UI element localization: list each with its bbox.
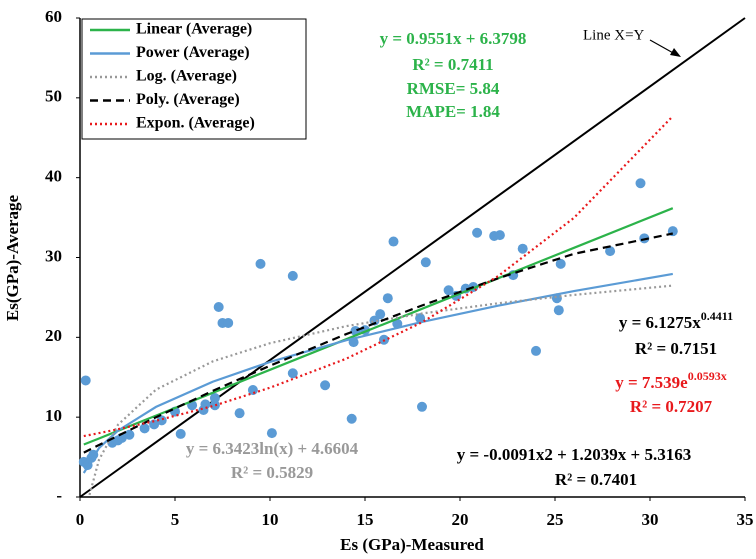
data-point: [417, 401, 427, 412]
x-tick-label: 35: [737, 510, 754, 529]
identity-line: [79, 17, 746, 498]
annotation: MAPE= 1.84: [406, 102, 500, 121]
annotation-text: R² = 0.7401: [555, 470, 637, 489]
annotation-text: R² = 0.5829: [231, 463, 313, 482]
trendline: [83, 207, 674, 446]
data-point: [494, 230, 505, 241]
y-axis-title: Es(GPa)-Average: [3, 194, 22, 321]
data-point: [149, 419, 160, 430]
data-point: [555, 258, 566, 269]
annotation-text: R² = 0.7411: [412, 55, 493, 74]
data-point: [247, 385, 258, 396]
annotation: y = 0.9551x + 6.3798: [380, 29, 527, 48]
trendline: [83, 232, 674, 454]
y-tick-label: 40: [45, 167, 62, 186]
annotation-text: R² = 0.7207: [630, 397, 713, 416]
data-point: [375, 309, 386, 320]
annotation-text: y = 6.3423ln(x) + 4.6604: [186, 439, 359, 458]
legend-label: Log. (Average): [136, 68, 237, 85]
trendline: [88, 284, 673, 496]
annotation-text: y = 0.9551x + 6.3798: [380, 29, 527, 48]
data-point: [124, 429, 135, 440]
data-point: [531, 345, 541, 356]
data-point: [213, 301, 224, 312]
legend-label: Poly. (Average): [136, 91, 240, 108]
x-tick-label: 10: [262, 510, 279, 529]
data-point: [234, 408, 245, 419]
identity-label: Line X=Y: [583, 27, 645, 43]
legend-label: Power (Average): [136, 44, 250, 61]
annotation: y = 6.3423ln(x) + 4.6604: [186, 439, 359, 458]
annotation: y = 6.1275x0.4411: [619, 309, 733, 332]
annotation-text: R² = 0.7151: [635, 339, 717, 358]
y-tick-label: -: [56, 486, 62, 505]
x-tick-label: 20: [452, 510, 469, 529]
annotation-superscript: 0.0593x: [688, 369, 727, 383]
annotation: R² = 0.7411: [412, 55, 493, 74]
data-point: [255, 258, 266, 269]
data-point: [346, 413, 357, 424]
data-point: [139, 423, 150, 434]
annotation-text: y = 6.1275x: [619, 313, 701, 332]
identity-arrow: [649, 39, 676, 55]
data-point: [388, 236, 399, 247]
y-tick-label: 10: [45, 406, 62, 425]
y-tick-label: 20: [45, 326, 62, 345]
trendline: [82, 272, 673, 474]
annotation-text: RMSE= 5.84: [407, 79, 500, 98]
trendline: [83, 115, 674, 438]
annotation-superscript: 0.4411: [701, 309, 733, 323]
data-point: [420, 257, 431, 268]
data-point: [209, 400, 220, 411]
data-point: [320, 380, 331, 391]
annotation: R² = 0.5829: [231, 463, 313, 482]
annotation: y = -0.0091x2 + 1.2039x + 5.3163: [457, 445, 691, 464]
data-point: [223, 317, 234, 328]
x-tick-label: 15: [357, 510, 374, 529]
x-tick-label: 25: [547, 510, 564, 529]
x-tick-label: 30: [642, 510, 659, 529]
annotation-text: y = -0.0091x2 + 1.2039x + 5.3163: [457, 445, 691, 464]
y-tick-label: 30: [45, 246, 62, 265]
data-point: [209, 393, 220, 404]
x-axis-title: Es (GPa)-Measured: [340, 535, 484, 554]
data-point: [175, 428, 186, 439]
identity-arrowhead: [670, 48, 681, 57]
data-point: [287, 368, 298, 379]
legend-label: Linear (Average): [136, 21, 252, 38]
data-point: [517, 243, 528, 254]
data-point: [156, 415, 167, 426]
x-tick-label: 0: [76, 510, 85, 529]
annotation-text: MAPE= 1.84: [406, 102, 500, 121]
data-point: [287, 270, 298, 281]
data-point: [443, 285, 454, 296]
data-point: [605, 246, 616, 257]
x-tick-label: 5: [171, 510, 180, 529]
data-point: [369, 315, 380, 326]
annotation: R² = 0.7151: [635, 339, 717, 358]
data-point: [80, 375, 91, 386]
data-point: [472, 227, 483, 238]
annotation: RMSE= 5.84: [407, 79, 500, 98]
annotation: y = 7.539e0.0593x: [615, 369, 726, 392]
legend-label: Expon. (Average): [136, 115, 255, 132]
annotation: R² = 0.7207: [630, 397, 713, 416]
data-point: [382, 293, 393, 304]
data-point: [266, 428, 277, 439]
y-tick-label: 50: [45, 87, 62, 106]
annotation: R² = 0.7401: [555, 470, 637, 489]
data-point: [200, 399, 211, 410]
annotation-text: y = 7.539e: [615, 373, 688, 392]
legend-box: [81, 18, 307, 140]
data-point: [553, 305, 564, 316]
y-tick-label: 60: [45, 7, 62, 26]
data-point: [635, 178, 646, 189]
